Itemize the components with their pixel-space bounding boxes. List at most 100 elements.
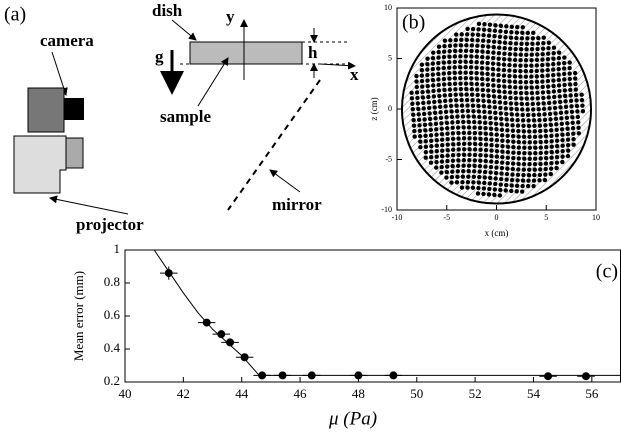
pattern-dot: [461, 163, 466, 168]
pattern-dot: [448, 98, 453, 103]
pattern-dot: [436, 55, 441, 60]
pattern-dot: [442, 93, 448, 98]
pattern-dot: [482, 109, 487, 115]
pattern-dot: [551, 89, 557, 94]
pattern-dot: [518, 79, 523, 85]
pattern-dot: [524, 85, 529, 90]
pattern-dot: [507, 57, 512, 62]
y-tick-label: 0.8: [104, 274, 120, 289]
pattern-dot: [461, 136, 467, 141]
pattern-dot: [527, 167, 532, 172]
pattern-dot: [519, 101, 525, 107]
pattern-dot: [545, 56, 551, 62]
pattern-dot: [551, 56, 556, 61]
pattern-dot: [551, 67, 556, 72]
pattern-dot: [504, 182, 509, 188]
pattern-dot: [475, 92, 480, 98]
pattern-dot: [482, 169, 488, 175]
pattern-dot: [415, 101, 421, 106]
pattern-dot: [547, 111, 553, 117]
pattern-dot: [444, 115, 449, 120]
pattern-dot: [476, 103, 481, 109]
pattern-dot: [472, 119, 477, 125]
data-point: [307, 371, 316, 380]
pattern-dot: [491, 39, 497, 44]
pattern-dot: [498, 182, 503, 187]
data-point: [544, 372, 553, 381]
pattern-dot: [445, 137, 450, 142]
pattern-dot: [534, 74, 540, 79]
pattern-dot: [434, 154, 439, 159]
pattern-dot: [418, 144, 423, 150]
y-tick-label: 1: [114, 241, 121, 256]
pattern-dot: [524, 41, 530, 47]
pattern-dot: [534, 63, 540, 68]
pattern-dot: [557, 99, 563, 105]
projector-lens: [65, 137, 84, 169]
pattern-dot: [526, 172, 532, 178]
pattern-dot: [509, 188, 514, 194]
pattern-dot: [485, 49, 491, 55]
pattern-dot: [560, 132, 565, 137]
pattern-dot: [516, 145, 522, 150]
pattern-dot: [509, 30, 514, 35]
pattern-dot: [464, 37, 469, 43]
pattern-dot: [540, 68, 545, 73]
pattern-dot: [537, 178, 542, 183]
pattern-dot: [554, 138, 560, 143]
pattern-dot: [502, 89, 507, 95]
pattern-dot: [516, 167, 521, 172]
pattern-dot: [556, 55, 562, 61]
pattern-dot: [488, 164, 494, 170]
pattern-dot: [412, 134, 417, 139]
pattern-dot: [510, 134, 516, 139]
pattern-dot: [533, 145, 538, 150]
pattern-dot: [530, 101, 535, 107]
pattern-dot: [432, 110, 438, 116]
pattern-dot: [439, 170, 444, 175]
pattern-dot: [415, 95, 420, 101]
pattern-dot: [472, 147, 478, 152]
plot-frame: [124, 249, 621, 383]
pattern-dot: [549, 150, 554, 155]
pattern-dot: [545, 62, 550, 67]
pattern-dot: [432, 105, 437, 110]
pattern-dot: [567, 82, 573, 87]
pattern-dot: [527, 156, 532, 161]
pattern-dot: [449, 114, 455, 120]
pattern-dot: [430, 72, 436, 77]
pattern-dot: [556, 83, 562, 88]
dish: [189, 41, 303, 65]
pattern-dot: [467, 158, 472, 163]
pattern-dot: [454, 32, 459, 37]
pattern-dot: [527, 140, 532, 145]
pattern-dot: [419, 73, 425, 78]
pattern-dot: [458, 54, 463, 59]
pattern-dot: [439, 164, 444, 170]
pattern-dot: [417, 123, 422, 128]
y-tick-label: 0.4: [104, 340, 121, 355]
pattern-dot: [410, 107, 416, 112]
pattern-dot: [524, 47, 529, 52]
pattern-dot: [472, 152, 478, 158]
pattern-dot: [448, 38, 453, 43]
pattern-dot: [508, 40, 513, 46]
mirror-label: mirror: [272, 195, 322, 214]
pattern-dot: [489, 148, 494, 153]
pattern-dot: [509, 112, 514, 117]
pattern-dot: [474, 70, 479, 76]
pattern-dot: [500, 138, 505, 143]
pattern-dot: [486, 33, 492, 38]
pattern-dot: [560, 138, 565, 143]
pattern-dot: [466, 119, 471, 125]
pattern-dot: [489, 137, 494, 142]
pattern-dot: [519, 36, 525, 41]
pattern-dot: [460, 174, 466, 179]
pattern-dot: [472, 136, 478, 141]
pattern-dot: [553, 111, 558, 116]
pattern-dot: [512, 68, 518, 74]
pattern-dot: [490, 61, 496, 66]
pattern-dot: [452, 65, 457, 70]
pattern-dot: [507, 90, 513, 95]
